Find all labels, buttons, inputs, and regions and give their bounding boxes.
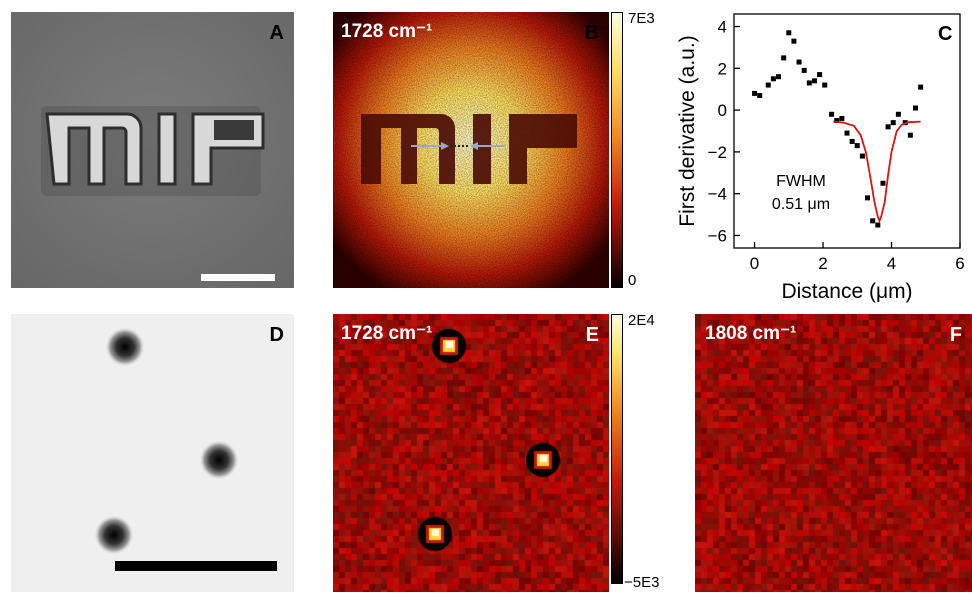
data-point <box>870 218 876 224</box>
panel-label: D <box>269 324 284 346</box>
y-tick-label: −6 <box>708 226 727 245</box>
data-point <box>781 55 787 61</box>
y-tick-label: 4 <box>718 18 727 37</box>
data-point <box>839 115 845 121</box>
data-point <box>811 78 817 84</box>
plot-frame <box>733 13 961 249</box>
x-axis-label: Distance (μm) <box>781 280 912 303</box>
panel-a-image <box>11 12 294 288</box>
wavenumber-label: 1728 cm⁻¹ <box>341 323 433 344</box>
data-point <box>801 67 807 73</box>
data-point <box>912 105 918 111</box>
panel-label: A <box>269 22 284 44</box>
panel-d-image <box>11 314 294 592</box>
x-tick-label: 2 <box>818 254 827 273</box>
data-point <box>829 111 835 117</box>
data-point <box>844 130 850 136</box>
y-axis-label: First derivative (a.u.) <box>676 35 699 226</box>
panel-b: 1728 cm⁻¹ B <box>333 12 609 288</box>
data-point <box>834 118 840 124</box>
panel-e: 1728 cm⁻¹ E <box>333 314 609 592</box>
logo-dark-mark <box>361 114 577 184</box>
data-point <box>752 90 758 96</box>
data-point <box>875 222 881 228</box>
panel-f: 1808 cm⁻¹ F <box>695 314 972 592</box>
y-tick-label: −4 <box>708 185 727 204</box>
data-point <box>757 92 763 98</box>
fit-line <box>833 120 921 224</box>
data-point <box>796 59 802 65</box>
fwhm-value: 0.51 μm <box>772 196 830 213</box>
data-point <box>918 84 924 90</box>
scale-bar <box>201 274 275 281</box>
panel-label: E <box>585 324 599 346</box>
panel-a: A <box>11 12 294 288</box>
y-tick-label: −2 <box>708 143 727 162</box>
particle <box>199 440 239 480</box>
y-tick-label: 2 <box>718 59 727 78</box>
wavenumber-label: 1808 cm⁻¹ <box>705 323 797 344</box>
data-point <box>895 111 901 117</box>
particle <box>94 515 134 555</box>
y-tick-label: 0 <box>718 101 727 120</box>
data-point <box>885 124 891 130</box>
data-point <box>770 76 776 82</box>
panel-f-image <box>695 314 972 592</box>
data-point <box>865 195 871 201</box>
data-point <box>890 120 896 126</box>
data-point <box>806 80 812 86</box>
data-point <box>822 82 828 88</box>
wavenumber-label: 1728 cm⁻¹ <box>341 21 433 42</box>
data-point <box>880 180 886 186</box>
measurement-arrows <box>411 142 505 150</box>
data-point <box>849 138 855 144</box>
x-tick-label: 4 <box>887 254 896 273</box>
scale-bar <box>115 561 277 571</box>
data-point <box>817 72 823 78</box>
panel-d: D <box>11 314 294 592</box>
particle <box>105 327 145 367</box>
colorbar-min: 0 <box>628 272 637 289</box>
colorbar-max: 7E3 <box>628 10 655 27</box>
data-point <box>854 143 860 149</box>
data-point <box>765 82 771 88</box>
panel-label: F <box>949 324 962 346</box>
data-point <box>859 153 865 159</box>
logo-mark <box>45 112 265 186</box>
fwhm-label: FWHM <box>776 173 826 190</box>
x-tick-label: 0 <box>750 254 759 273</box>
data-point <box>907 132 913 138</box>
panel-e-image <box>333 314 609 592</box>
data-point <box>786 30 792 36</box>
data-point <box>776 74 782 80</box>
panel-label: C <box>938 23 952 45</box>
colorbar-max: 2E4 <box>628 312 655 329</box>
data-point <box>791 38 797 44</box>
colorbar-min: −5E3 <box>624 574 660 591</box>
colorbar-e <box>611 314 623 584</box>
panel-c-chart: 0 2 4 6 4 2 0 −2 −4 −6 Distance (μm) First derivati… <box>676 13 965 303</box>
panel-label: B <box>584 22 599 44</box>
x-tick-label: 6 <box>955 254 964 273</box>
panel-b-image <box>333 12 609 288</box>
colorbar-b <box>611 12 623 288</box>
